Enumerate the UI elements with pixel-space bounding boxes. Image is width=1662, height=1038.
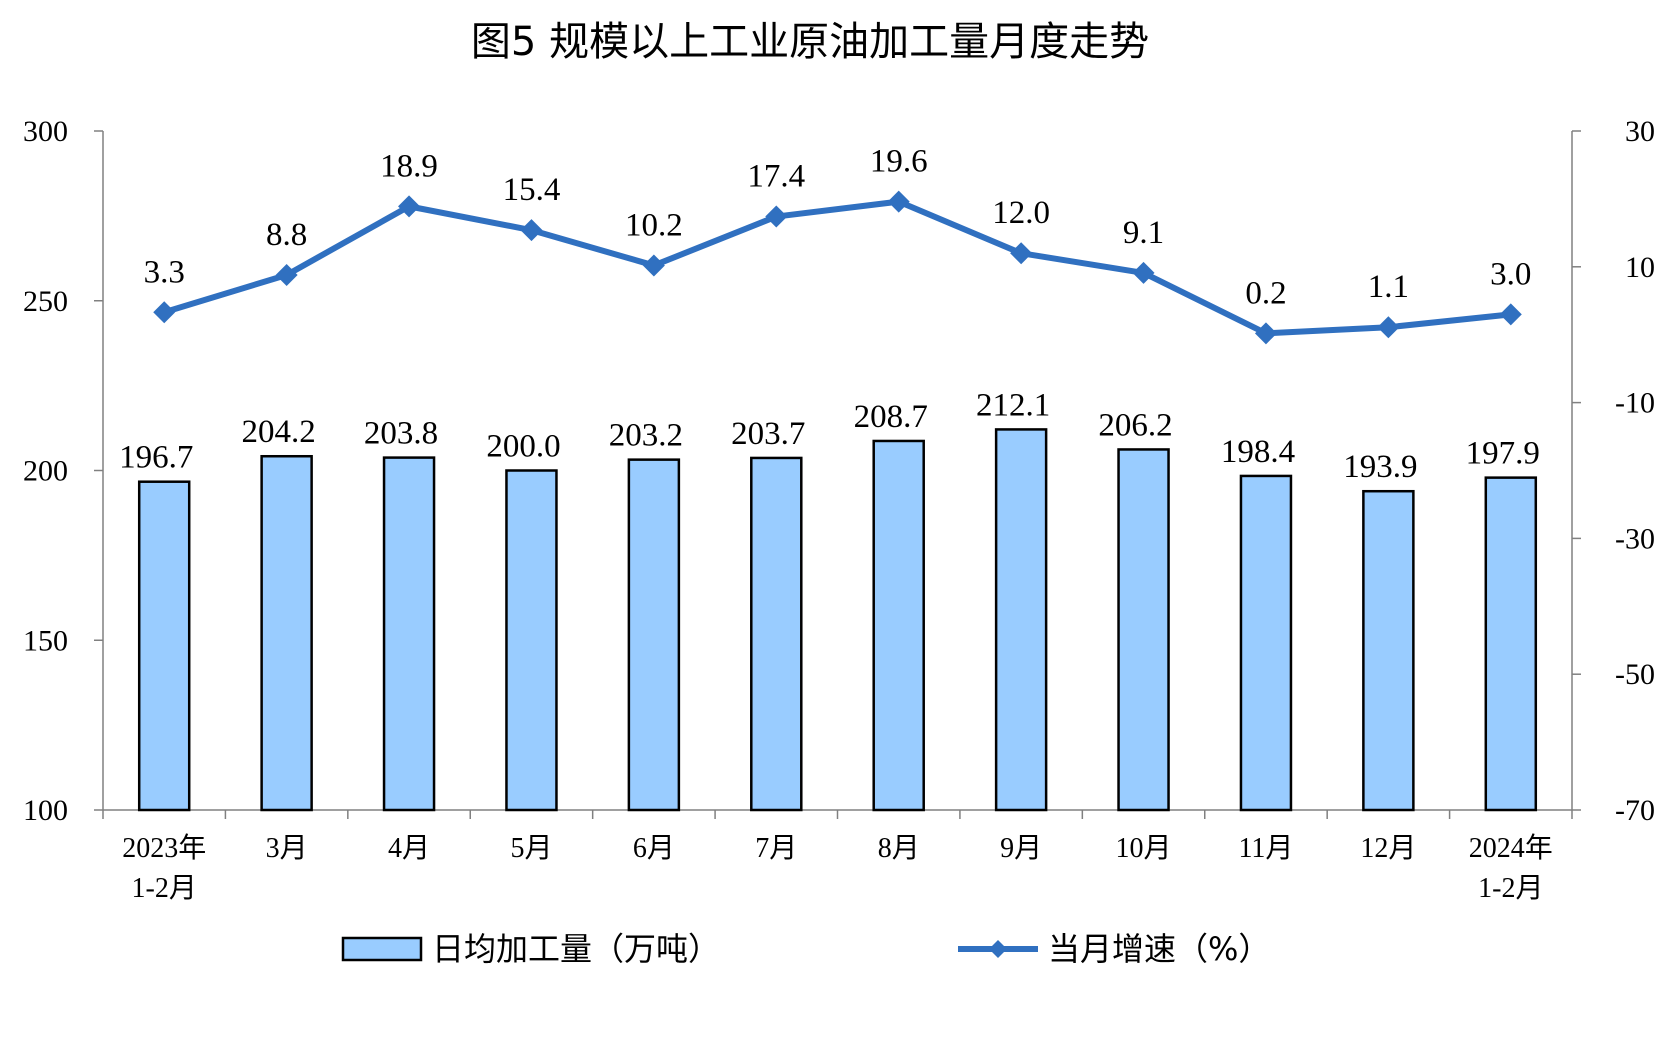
bar (872, 439, 925, 812)
line-data-label: 15.4 (503, 172, 561, 208)
line-data-label: 17.4 (747, 159, 805, 195)
line-point-diamond (1254, 322, 1277, 345)
line-point-diamond (1499, 303, 1522, 326)
line-point-diamond (398, 195, 421, 218)
legend: 日均加工量（万吨） 当月增速（%） (341, 930, 1270, 968)
bar-data-label: 208.7 (854, 399, 928, 435)
y-right-tick-label: -50 (1615, 658, 1655, 691)
bar (627, 458, 681, 812)
line-data-label: 3.3 (144, 254, 185, 290)
bar (505, 469, 558, 812)
y-left-tick-label: 150 (23, 624, 68, 657)
y-right-tick-label: -70 (1615, 794, 1655, 827)
bar (137, 480, 191, 812)
y-left-tick-label: 250 (23, 285, 68, 318)
line-point-diamond (1132, 261, 1155, 284)
bar (750, 456, 803, 812)
line-data-label: 1.1 (1368, 269, 1409, 305)
plot-area: 100 150 200 250 300 -70 -50 -30 -10 10 30 2023年 1-2月… (23, 115, 1655, 904)
x-tick-label: 7月 (755, 833, 797, 864)
y-left-tick-label: 200 (23, 455, 68, 488)
line-data-label: 3.0 (1490, 256, 1531, 292)
x-tick-label: 3月 (266, 833, 308, 864)
line-point-diamond (765, 205, 788, 228)
bar (1239, 474, 1293, 812)
x-tick-label: 1-2月 (1478, 873, 1543, 904)
legend-label-bar: 日均加工量（万吨） (432, 930, 720, 968)
line-data-label: 9.1 (1123, 215, 1164, 251)
bar-data-label: 204.2 (242, 414, 316, 450)
bar-data-label: 203.7 (731, 416, 805, 452)
x-tick-label: 6月 (633, 833, 675, 864)
line-data-label: 8.8 (266, 217, 307, 253)
bar-data-label: 203.8 (364, 416, 438, 452)
x-tick-label: 2024年 (1469, 832, 1553, 864)
line-data-label: 12.0 (992, 195, 1050, 231)
y-right-tick-label: 10 (1625, 251, 1655, 284)
line-point-diamond (642, 254, 665, 277)
line-series (163, 198, 1512, 337)
bar (1117, 448, 1170, 812)
bar (1484, 476, 1538, 812)
bar-data-label: 193.9 (1343, 449, 1417, 485)
bar-data-label: 200.0 (486, 429, 560, 465)
bar-data-label: 198.4 (1221, 434, 1295, 470)
x-tick-label: 10月 (1116, 833, 1172, 864)
bar-data-label: 197.9 (1466, 436, 1540, 472)
bar-data-label: 212.1 (976, 387, 1050, 423)
x-tick-label: 8月 (878, 833, 920, 864)
x-tick-label: 1-2月 (132, 873, 197, 904)
bar (994, 428, 1048, 812)
line-point-diamond (275, 263, 298, 286)
bar-data-label: 206.2 (1098, 407, 1172, 443)
y-left-tick-label: 300 (23, 115, 68, 148)
line-point-diamond (153, 301, 176, 324)
x-tick-label: 11月 (1238, 833, 1293, 864)
bar-data-label: 196.7 (119, 440, 193, 476)
x-tick-label: 4月 (388, 833, 430, 864)
line-data-label: 10.2 (625, 207, 683, 243)
legend-marker-diamond (989, 940, 1007, 958)
line-data-label: 0.2 (1245, 275, 1286, 311)
x-tick-label: 5月 (510, 833, 552, 864)
bar (260, 454, 313, 812)
x-tick-label: 2023年 (122, 832, 206, 864)
bar (382, 456, 436, 812)
chart-title: 图5 规模以上工业原油加工量月度走势 (471, 19, 1149, 65)
line-data-label: 19.6 (870, 144, 928, 180)
legend-label-line: 当月增速（%） (1048, 930, 1270, 968)
bar (1362, 489, 1415, 812)
bar-data-label: 203.2 (609, 418, 683, 454)
line-data-label: 18.9 (380, 148, 438, 184)
line-point-diamond (1377, 316, 1400, 339)
line-point-diamond (520, 219, 543, 242)
y-right-tick-label: -10 (1615, 387, 1655, 420)
x-tick-label: 9月 (1000, 833, 1042, 864)
line-point-diamond (887, 190, 910, 213)
y-right-tick-label: -30 (1615, 522, 1655, 555)
legend-swatch-bar (341, 936, 423, 962)
line-point-diamond (1010, 242, 1033, 265)
y-left-tick-label: 100 (23, 794, 68, 827)
x-tick-label: 12月 (1360, 833, 1416, 864)
y-right-tick-label: 30 (1625, 115, 1655, 148)
